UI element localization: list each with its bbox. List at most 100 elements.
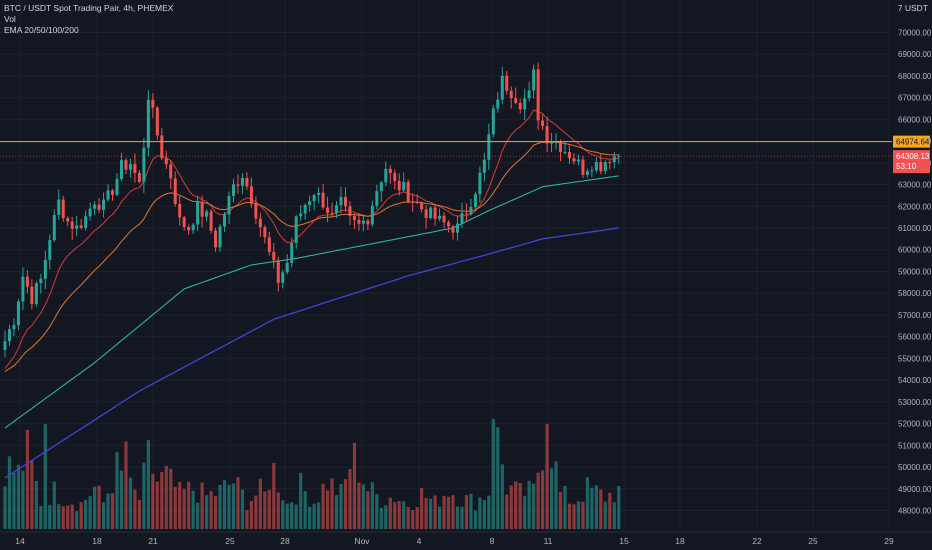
volume-bar bbox=[402, 501, 406, 529]
time-tick-label: 4 bbox=[417, 536, 422, 546]
chart-grid bbox=[0, 0, 892, 532]
ema-lines bbox=[4, 109, 619, 479]
candle bbox=[57, 189, 61, 220]
candle bbox=[469, 198, 473, 216]
candle bbox=[308, 195, 312, 212]
candle-body bbox=[276, 260, 280, 283]
candle-body bbox=[16, 301, 20, 326]
candle-body bbox=[294, 216, 298, 244]
level-price-tag-bg bbox=[893, 135, 930, 148]
price-tick-label: 67000.00 bbox=[898, 94, 932, 103]
candle-body bbox=[178, 203, 182, 218]
volume-bar bbox=[160, 471, 164, 529]
candle bbox=[317, 187, 321, 204]
candle-body bbox=[218, 226, 222, 248]
candle bbox=[200, 195, 204, 228]
ema-indicator-label[interactable]: EMA 20/50/100/200 bbox=[4, 25, 79, 35]
candle bbox=[603, 160, 607, 175]
candle bbox=[231, 178, 235, 203]
candle-body bbox=[200, 201, 204, 217]
candle bbox=[366, 218, 370, 231]
candle-body bbox=[30, 286, 34, 304]
candle-body bbox=[155, 107, 159, 136]
volume-bar bbox=[406, 506, 410, 529]
volume-indicator-label[interactable]: Vol bbox=[4, 14, 16, 24]
time-tick-label: 25 bbox=[225, 536, 235, 546]
candle-body bbox=[393, 173, 397, 181]
candle-body bbox=[299, 213, 303, 217]
candle bbox=[119, 152, 123, 182]
candle-body bbox=[182, 217, 186, 228]
candle bbox=[585, 168, 589, 178]
candle-body bbox=[442, 215, 446, 223]
candle-body bbox=[3, 341, 7, 350]
candle bbox=[384, 161, 388, 187]
price-tick-label: 52000.00 bbox=[898, 420, 932, 429]
candle-body bbox=[514, 98, 518, 103]
candle bbox=[169, 160, 173, 190]
volume-bar bbox=[61, 506, 65, 529]
candle-body bbox=[415, 201, 419, 203]
candle bbox=[142, 138, 146, 193]
candle bbox=[527, 81, 531, 102]
volume-bar bbox=[213, 495, 218, 529]
candle-body bbox=[240, 177, 244, 186]
candle bbox=[146, 90, 150, 157]
price-tick-label: 50000.00 bbox=[898, 463, 932, 472]
candle bbox=[581, 155, 585, 178]
price-tick-label: 53000.00 bbox=[898, 398, 932, 407]
volume-bar bbox=[57, 504, 61, 529]
price-axis[interactable]: 48000.00 49000.00 50000.00 51000.00 52000.00… bbox=[892, 0, 932, 550]
candle-body bbox=[88, 208, 92, 217]
volume-bar bbox=[590, 487, 594, 529]
candle-body bbox=[594, 162, 598, 171]
candle-body bbox=[39, 278, 43, 284]
volume-bar bbox=[384, 505, 388, 529]
volume-bar bbox=[455, 506, 460, 529]
candle-body bbox=[48, 239, 52, 260]
volume-bar bbox=[128, 477, 133, 529]
candle-body bbox=[285, 262, 289, 273]
candle bbox=[330, 202, 334, 217]
time-tick-label: 21 bbox=[148, 536, 158, 546]
candle bbox=[402, 172, 406, 193]
volume-bar bbox=[191, 490, 195, 529]
volume-bar bbox=[169, 468, 173, 529]
candle-body bbox=[473, 194, 477, 207]
candle bbox=[236, 174, 240, 194]
candle-body bbox=[581, 159, 585, 175]
candle bbox=[617, 154, 621, 164]
volume-bar bbox=[541, 470, 545, 529]
candle bbox=[455, 215, 459, 241]
volume-bar bbox=[343, 479, 348, 529]
time-tick-label: 14 bbox=[15, 536, 25, 546]
volume-bar bbox=[303, 491, 307, 529]
volume-bar bbox=[348, 469, 352, 529]
volume-bar bbox=[469, 493, 473, 529]
candle-body bbox=[249, 186, 253, 204]
volume-bar bbox=[478, 497, 482, 529]
volume-bar bbox=[281, 500, 285, 529]
candle bbox=[594, 157, 598, 173]
candle bbox=[343, 187, 347, 212]
volume-bar bbox=[514, 481, 518, 529]
time-tick-label: 8 bbox=[490, 536, 495, 546]
volume-bar bbox=[473, 510, 477, 529]
volume-bar bbox=[612, 502, 616, 529]
time-tick-label: 29 bbox=[884, 536, 894, 546]
candle-body bbox=[563, 151, 567, 153]
candle-body bbox=[93, 204, 97, 209]
symbol-title[interactable]: BTC / USDT Spot Trading Pair, 4h, PHEMEX bbox=[4, 3, 174, 13]
volume-bar bbox=[411, 510, 415, 529]
volume-bar bbox=[222, 480, 227, 529]
volume-bar bbox=[433, 495, 437, 529]
time-axis[interactable]: 14 18 21 25 28 Nov 4 8 11 15 18 22 25 29 bbox=[0, 531, 932, 546]
volume-bar bbox=[312, 503, 316, 529]
candle bbox=[370, 200, 374, 227]
candle-body bbox=[612, 156, 616, 163]
volume-bar bbox=[97, 485, 101, 529]
candle bbox=[500, 66, 504, 105]
candle bbox=[532, 64, 536, 99]
